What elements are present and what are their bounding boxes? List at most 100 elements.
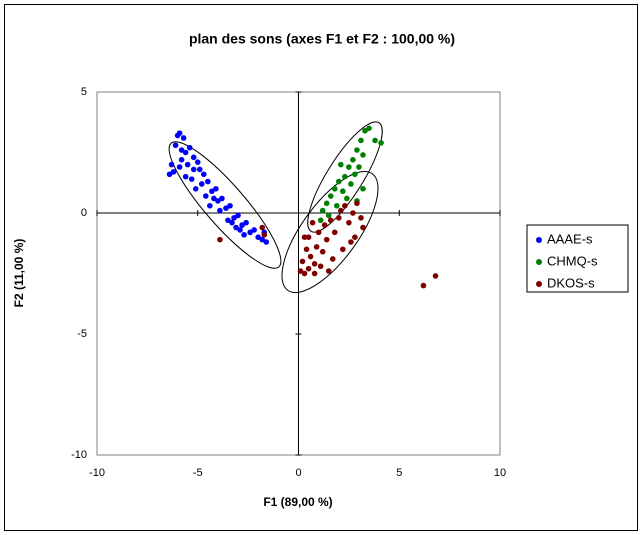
point bbox=[261, 231, 268, 238]
point bbox=[356, 164, 362, 170]
point bbox=[313, 244, 320, 250]
point bbox=[231, 215, 237, 221]
point bbox=[213, 186, 219, 192]
point bbox=[358, 215, 364, 221]
point bbox=[354, 147, 360, 153]
point bbox=[184, 161, 191, 168]
point bbox=[342, 202, 348, 209]
point bbox=[217, 207, 223, 214]
point bbox=[200, 171, 207, 178]
legend-marker bbox=[536, 237, 542, 243]
point bbox=[360, 152, 366, 158]
point bbox=[420, 282, 427, 289]
point bbox=[346, 164, 352, 170]
point bbox=[241, 231, 247, 238]
point bbox=[229, 219, 235, 226]
point bbox=[350, 156, 356, 163]
y-tick-label: 0 bbox=[81, 207, 87, 219]
point bbox=[176, 164, 183, 170]
point bbox=[338, 207, 344, 214]
x-tick-label: 10 bbox=[494, 467, 506, 479]
point bbox=[331, 229, 338, 236]
point bbox=[180, 135, 187, 141]
point bbox=[211, 195, 217, 202]
x-tick-label: -10 bbox=[89, 467, 105, 479]
point bbox=[317, 263, 324, 270]
point bbox=[190, 166, 197, 173]
point bbox=[358, 137, 364, 144]
legend bbox=[526, 224, 629, 293]
point bbox=[303, 246, 310, 253]
point bbox=[327, 217, 334, 224]
point bbox=[352, 234, 358, 240]
point bbox=[198, 181, 205, 187]
point bbox=[352, 171, 358, 178]
point bbox=[182, 149, 189, 156]
point bbox=[259, 224, 266, 231]
y-tick-label: -5 bbox=[77, 328, 87, 340]
point bbox=[360, 186, 366, 192]
point bbox=[323, 236, 330, 243]
point bbox=[299, 258, 306, 265]
point bbox=[176, 130, 183, 136]
ellipse bbox=[281, 170, 379, 294]
legend-label: DKOS-s bbox=[547, 275, 595, 290]
point bbox=[340, 246, 346, 253]
point bbox=[325, 268, 332, 274]
point bbox=[336, 215, 342, 221]
point bbox=[323, 200, 330, 207]
point bbox=[344, 195, 350, 202]
x-tick-label: 0 bbox=[295, 467, 301, 479]
point bbox=[194, 159, 201, 165]
point bbox=[331, 186, 338, 192]
point bbox=[372, 137, 378, 144]
legend-marker bbox=[536, 259, 542, 265]
point bbox=[329, 256, 336, 262]
point bbox=[227, 202, 233, 209]
point bbox=[203, 193, 209, 199]
point bbox=[432, 273, 439, 279]
point bbox=[336, 178, 342, 185]
point bbox=[205, 178, 211, 185]
point bbox=[338, 161, 344, 168]
point bbox=[192, 186, 199, 192]
point bbox=[263, 239, 270, 245]
point bbox=[317, 217, 324, 224]
legend-label: AAAE-s bbox=[547, 231, 593, 246]
point bbox=[247, 229, 253, 236]
point bbox=[350, 210, 356, 216]
point bbox=[340, 188, 346, 195]
point bbox=[178, 147, 185, 153]
legend-marker bbox=[536, 281, 542, 287]
y-axis-label: F2 (11,00 %) bbox=[12, 239, 26, 308]
point bbox=[319, 207, 326, 214]
point bbox=[305, 265, 312, 272]
point bbox=[219, 195, 225, 202]
point bbox=[182, 173, 189, 180]
point bbox=[354, 200, 360, 207]
point bbox=[333, 202, 340, 209]
point bbox=[207, 202, 213, 209]
point bbox=[217, 236, 223, 243]
point bbox=[166, 171, 173, 178]
point bbox=[259, 236, 266, 243]
point bbox=[243, 219, 249, 226]
point bbox=[311, 270, 318, 277]
point bbox=[172, 142, 179, 149]
point bbox=[255, 234, 261, 240]
x-axis-label: F1 (89,00 %) bbox=[263, 495, 332, 509]
point bbox=[327, 193, 334, 199]
point bbox=[233, 224, 239, 231]
confidence-ellipses bbox=[168, 121, 383, 294]
point bbox=[223, 205, 229, 211]
y-tick-label: 5 bbox=[81, 86, 87, 98]
point bbox=[311, 261, 318, 267]
point bbox=[342, 173, 348, 180]
ellipse bbox=[307, 121, 383, 233]
point bbox=[309, 219, 316, 226]
point bbox=[301, 234, 308, 240]
point bbox=[348, 239, 354, 245]
point bbox=[235, 212, 241, 219]
point bbox=[321, 222, 328, 228]
